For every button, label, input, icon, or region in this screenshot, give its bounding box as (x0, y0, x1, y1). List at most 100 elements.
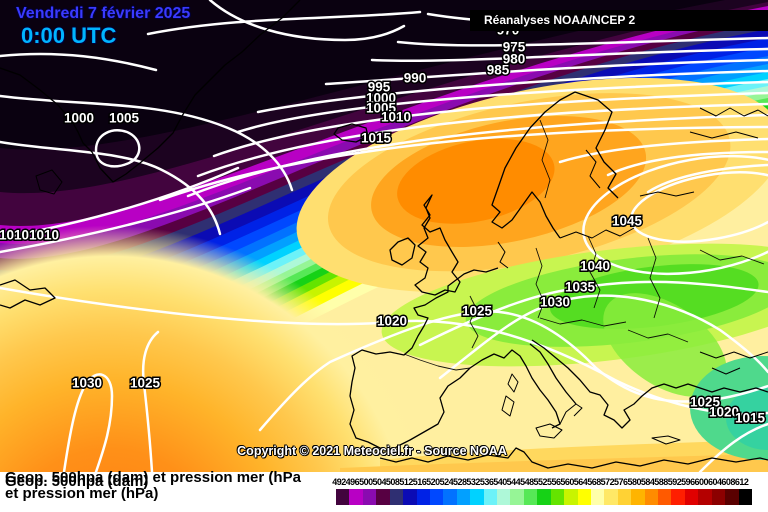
colorbar-tick-label: 508 (385, 477, 400, 487)
colorbar-cell (577, 489, 592, 505)
isobar-label: 1020 (709, 405, 739, 420)
colorbar-tick-label: 512 (399, 477, 413, 487)
colorbar-cell (470, 489, 485, 505)
colorbar-tick-label: 500 (359, 477, 373, 487)
isobar-labels: 9709759809859909951000100510101015100010… (0, 21, 767, 427)
geopotential-colorbar: 492 496 500 504 508 512 516 520 524 528 532 536 540 5… (332, 472, 754, 512)
isobar-label: 1010 (29, 228, 59, 243)
colorbar-tick-label: 496 (345, 477, 360, 487)
colorbar-cell (376, 489, 391, 505)
colorbar-tick-label: 520 (426, 477, 440, 487)
colorbar-tick-label: 608 (721, 477, 735, 487)
colorbar-tick-label: 548 (520, 477, 534, 487)
colorbar-cell (725, 489, 740, 505)
isobars (0, 0, 768, 472)
legend-title-line2: et pression mer (hPa) (5, 485, 159, 502)
isobar-label: 1000 (366, 91, 396, 106)
colorbar-tick-label: 572 (600, 477, 615, 487)
colorbar-cell (537, 489, 552, 505)
colorbar-tick-label: 580 (627, 477, 641, 487)
colorbar-tick-label: 612 (734, 477, 749, 487)
weather-map-image: 9709759809859909951000100510101015100010… (0, 0, 768, 472)
isobar-label: 995 (368, 80, 391, 95)
colorbar-tick-label: 532 (466, 477, 480, 487)
isobar-label: 975 (503, 40, 526, 55)
geopotential-field (0, 0, 768, 472)
colorbar-cell (456, 489, 471, 505)
colorbar-cell (362, 489, 377, 505)
colorbar-cell (523, 489, 538, 505)
colorbar-cell (604, 489, 619, 505)
colorbar-tick-label: 556 (546, 477, 561, 487)
colorbar-cell (510, 489, 525, 505)
colorbar-tick-label: 576 (614, 477, 628, 487)
isobar-label: 1000 (64, 111, 94, 126)
legend-title-line1-overlap: Geop. 500hpa (dam) (5, 473, 149, 490)
isobar-label: 1005 (109, 111, 140, 126)
isobar-label: 1025 (130, 376, 161, 391)
colorbar-tick-label: 544 (506, 477, 521, 487)
colorbar-cell (564, 489, 579, 505)
colorbar-tick-label: 560 (560, 477, 574, 487)
colorbar-cell (711, 489, 726, 505)
colorbar-cell (443, 489, 458, 505)
colorbar-tick-label: 528 (453, 477, 467, 487)
isobar-label: 1005 (366, 101, 397, 116)
colorbar-cell (590, 489, 605, 505)
isobar-label: 985 (487, 63, 510, 78)
coastlines (0, 0, 768, 469)
colorbar-cell (658, 489, 672, 505)
isobar-label: 980 (503, 52, 526, 67)
copyright-text: Copyright © 2021 Meteociel.fr - Source N… (237, 444, 507, 458)
isobar-label: 1025 (462, 304, 493, 319)
colorbar-tick-label: 600 (694, 477, 709, 487)
colorbar-cell (497, 489, 511, 505)
colorbar-cell (336, 489, 350, 505)
colorbar-cell (631, 489, 646, 505)
colorbar-tick-label: 492 (332, 477, 346, 487)
colorbar-tick-label: 604 (707, 477, 722, 487)
colorbar-tick-label: 552 (533, 477, 548, 487)
colorbar-cell (550, 489, 565, 505)
colorbar-cell (644, 489, 659, 505)
colorbar-tick-label: 588 (654, 477, 668, 487)
colorbar-tick-label: 568 (587, 477, 601, 487)
isobar-label: 1040 (580, 259, 610, 274)
colorbar-cell (349, 489, 364, 505)
isobar-label: 1015 (361, 131, 392, 146)
colorbar-cell (403, 489, 417, 505)
isobar-label: 1020 (377, 314, 407, 329)
isobar-label: 1025 (690, 395, 721, 410)
map-date: Vendredi 7 février 2025 (16, 5, 191, 22)
colorbar-tick-label: 564 (573, 477, 588, 487)
colorbar-cell (684, 489, 699, 505)
isobar-label: 1010 (381, 110, 411, 125)
colorbar-cell (738, 489, 753, 505)
colorbar-tick-label: 584 (640, 477, 655, 487)
map-time: 0:00 UTC (21, 23, 117, 48)
colorbar-cell (389, 489, 404, 505)
colorbar-cell (416, 489, 431, 505)
colorbar-tick-label: 540 (493, 477, 507, 487)
colorbar-tick-label: 536 (479, 477, 494, 487)
colorbar-tick-label: 504 (372, 477, 387, 487)
colorbar-cell (617, 489, 632, 505)
isobar-label: 1010 (0, 228, 29, 243)
isobar-label: 1015 (735, 411, 766, 426)
colorbar-tick-label: 516 (412, 477, 427, 487)
colorbar-tick-label: 596 (681, 477, 695, 487)
colorbar-cell (671, 489, 686, 505)
source-badge: Réanalyses NOAA/NCEP 2 (470, 10, 768, 31)
colorbar-cell (483, 489, 498, 505)
legend-bar: Geop. 500hpa (dam) et pression mer (hPa … (0, 469, 768, 512)
colorbar-tick-label: 524 (439, 477, 454, 487)
isobar-label: 1045 (612, 214, 643, 229)
legend-title-line1: Geop. 500hpa (dam) et pression mer (hPa (5, 469, 301, 486)
isobar-label: 1030 (540, 295, 570, 310)
colorbar-tick-label: 592 (667, 477, 682, 487)
isobar-label: 990 (404, 71, 427, 86)
isobar-label: 1035 (565, 280, 596, 295)
isobar-label: 1030 (72, 376, 102, 391)
colorbar-cell (698, 489, 713, 505)
